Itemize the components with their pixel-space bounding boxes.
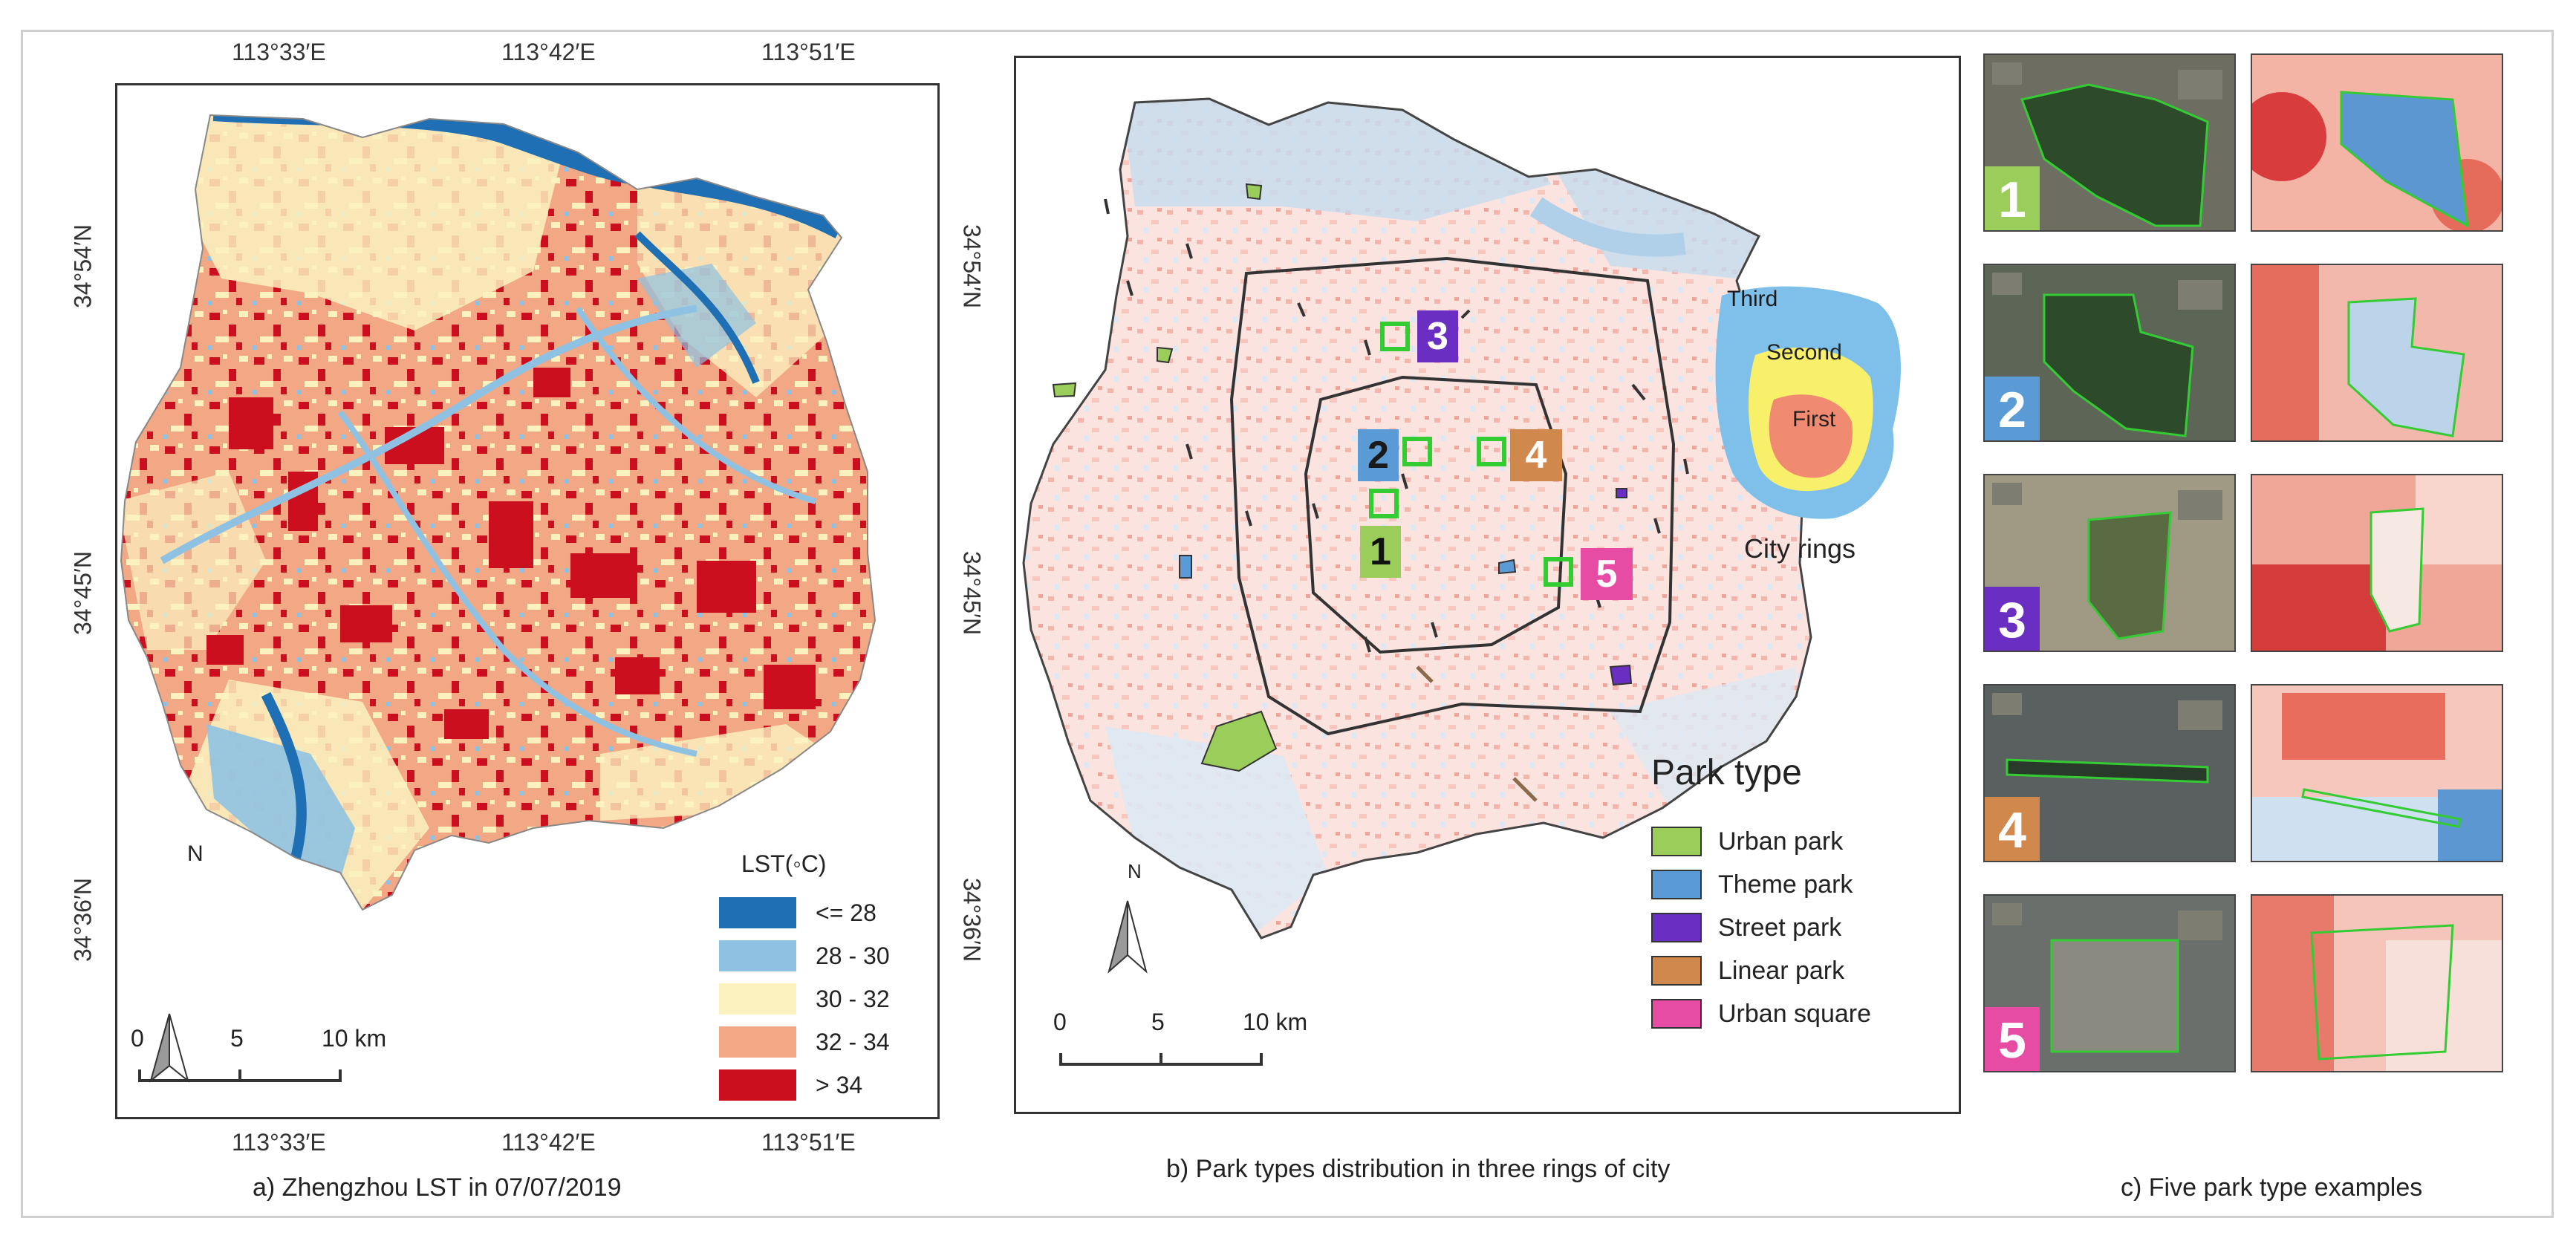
lst-legend: LST(◦C) <= 28 28 - 30 30 - 32 32 - 34 > 34 (719, 850, 890, 1107)
scale-bar-a (138, 1069, 342, 1082)
city-rings-inset (1715, 286, 1902, 519)
park-marker-5: 5 (1581, 548, 1633, 600)
caption-a: a) Zhengzhou LST in 07/07/2019 (253, 1173, 622, 1202)
park-type-row: Linear park (1651, 949, 1871, 992)
lst-example-4 (2251, 684, 2503, 862)
right-lat-label-2: 34°45′N (958, 550, 986, 636)
scale-label-a-0: 0 (131, 1025, 144, 1052)
lst-legend-row: 32 - 34 (719, 1020, 890, 1064)
lst-legend-label: 30 - 32 (816, 985, 890, 1012)
top-lon-label-3: 113°51′E (761, 39, 856, 65)
park-type-label: Linear park (1718, 956, 1845, 985)
ring-label-second: Second (1766, 340, 1842, 365)
north-arrow-a-icon (149, 1013, 189, 1083)
park-type-swatch (1651, 827, 1702, 856)
example-badge-3: 3 (1985, 587, 2040, 651)
bottom-lon-label-3: 113°51′E (761, 1129, 856, 1156)
scale-label-a-5: 5 (230, 1025, 244, 1052)
satellite-example-2: 2 (1983, 264, 2236, 442)
satellite-example-5: 5 (1983, 894, 2236, 1072)
park-type-row: Urban park (1651, 820, 1871, 863)
caption-c: c) Five park type examples (2121, 1173, 2423, 1202)
example-badge-2: 2 (1985, 377, 2040, 440)
park-type-row: Theme park (1651, 863, 1871, 906)
lst-map: N 0 5 10 km LST(◦C) <= 28 28 - 30 30 - 32 3… (115, 83, 940, 1119)
left-lat-label-1: 34°54′N (69, 224, 97, 309)
satellite-example-4: 4 (1983, 684, 2236, 862)
scale-label-b-5: 5 (1151, 1009, 1165, 1035)
right-lat-label-1: 34°54′N (958, 224, 986, 309)
lst-legend-row: 28 - 30 (719, 934, 890, 977)
north-arrow-b-icon (1108, 900, 1148, 974)
park-type-swatch (1651, 913, 1702, 942)
park-marker-2: 2 (1358, 429, 1399, 481)
highlight-box-4 (1477, 437, 1506, 466)
park-type-swatch (1651, 999, 1702, 1029)
caption-b: b) Park types distribution in three ring… (1166, 1155, 1671, 1183)
park-distribution-map: Third Second First City rings 3 2 4 1 5 … (1014, 56, 1961, 1114)
north-label-b: N (1128, 860, 1142, 882)
lst-example-3 (2251, 474, 2503, 652)
lst-legend-label: 28 - 30 (816, 942, 890, 969)
scale-label-b-10: 10 km (1243, 1009, 1308, 1035)
scale-label-a-10: 10 km (322, 1025, 387, 1052)
lst-legend-swatch (719, 940, 796, 971)
park-distribution-graphic (1022, 97, 1902, 1066)
park-type-label: Urban square (1718, 999, 1872, 1028)
city-rings-title: City rings (1744, 533, 1856, 564)
ring-label-first: First (1792, 407, 1836, 432)
bottom-lon-label-1: 113°33′E (232, 1129, 326, 1156)
example-badge-1: 1 (1985, 166, 2040, 230)
left-lat-label-3: 34°36′N (69, 877, 97, 963)
lst-legend-swatch (719, 983, 796, 1015)
lst-legend-row: 30 - 32 (719, 977, 890, 1020)
example-badge-4: 4 (1985, 797, 2040, 861)
park-type-title: Park type (1651, 753, 1802, 792)
lst-legend-swatch (719, 897, 796, 928)
example-badge-5: 5 (1985, 1007, 2040, 1071)
highlight-box-5 (1544, 557, 1573, 587)
top-lon-label-2: 113°42′E (501, 39, 596, 65)
satellite-example-3: 3 (1983, 474, 2236, 652)
lst-legend-row: <= 28 (719, 891, 890, 934)
scale-bar-b (1059, 1053, 1263, 1066)
park-marker-3: 3 (1417, 310, 1458, 362)
lst-legend-label: <= 28 (816, 899, 876, 926)
park-marker-4: 4 (1510, 429, 1562, 481)
park-type-row: Urban square (1651, 992, 1871, 1035)
park-type-swatch (1651, 870, 1702, 899)
lst-legend-swatch (719, 1069, 796, 1101)
figure-frame (21, 30, 2554, 1218)
bottom-lon-label-2: 113°42′E (501, 1129, 596, 1156)
highlight-box-2 (1402, 437, 1432, 466)
highlight-box-3 (1380, 322, 1410, 351)
lst-legend-title: LST(◦C) (741, 850, 827, 877)
park-type-swatch (1651, 956, 1702, 986)
park-type-legend: Park type Urban park Theme park Street par… (1651, 752, 1871, 1035)
satellite-example-1: 1 (1983, 53, 2236, 232)
top-lon-label-1: 113°33′E (232, 39, 326, 65)
left-lat-label-2: 34°45′N (69, 550, 97, 636)
park-marker-1: 1 (1360, 526, 1401, 578)
lst-legend-label: > 34 (816, 1071, 863, 1098)
lst-legend-label: 32 - 34 (816, 1028, 890, 1055)
lst-map-graphic (120, 114, 876, 1083)
park-type-label: Urban park (1718, 827, 1844, 856)
highlight-box-1 (1369, 489, 1399, 518)
park-type-row: Street park (1651, 906, 1871, 949)
scale-label-b-0: 0 (1053, 1009, 1067, 1035)
right-lat-label-3: 34°36′N (958, 877, 986, 963)
north-label-a: N (187, 841, 204, 866)
lst-example-1 (2251, 53, 2503, 232)
park-type-label: Theme park (1718, 870, 1853, 899)
lst-legend-row: > 34 (719, 1064, 890, 1107)
park-type-label: Street park (1718, 913, 1842, 942)
lst-example-5 (2251, 894, 2503, 1072)
lst-example-2 (2251, 264, 2503, 442)
ring-label-third: Third (1727, 287, 1778, 311)
lst-legend-swatch (719, 1026, 796, 1058)
